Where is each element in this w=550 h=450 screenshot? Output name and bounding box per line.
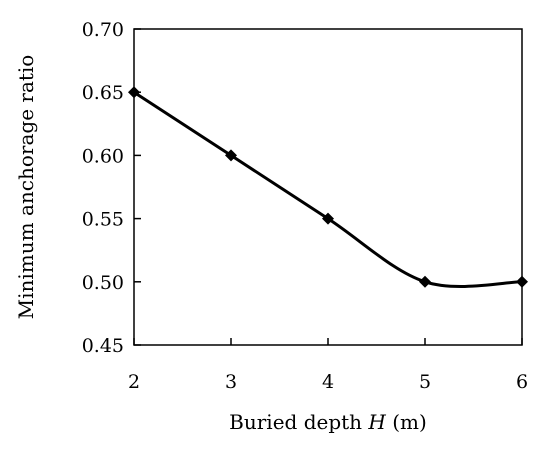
x-tick-label: 2	[128, 371, 140, 393]
data-point-marker	[128, 86, 140, 99]
x-axis-label: Buried depth H (m)	[229, 410, 427, 434]
y-tick-label: 0.65	[82, 82, 124, 104]
y-tick-label: 0.45	[82, 335, 124, 357]
series-line	[133, 90, 523, 288]
y-tick-label: 0.50	[82, 272, 124, 294]
data-point-marker	[419, 275, 431, 288]
y-tick-label: 0.55	[82, 209, 124, 231]
x-tick-label: 5	[419, 371, 431, 393]
data-point-marker	[322, 212, 334, 225]
series-group	[128, 86, 528, 288]
y-tick-label: 0.70	[82, 19, 124, 41]
data-point-marker	[516, 275, 528, 288]
y-axis-label: Minimum anchorage ratio	[14, 55, 38, 320]
x-tick-label: 4	[322, 371, 334, 393]
x-axis-ticks: 2 3 4 5 6	[128, 338, 528, 393]
data-point-marker	[225, 149, 237, 162]
plot-frame	[133, 28, 523, 346]
x-tick-label: 3	[225, 371, 237, 393]
y-tick-label: 0.60	[82, 145, 124, 167]
y-axis-ticks: 0.45 0.50 0.55 0.60 0.65 0.70	[82, 19, 141, 357]
x-tick-label: 6	[516, 371, 528, 393]
